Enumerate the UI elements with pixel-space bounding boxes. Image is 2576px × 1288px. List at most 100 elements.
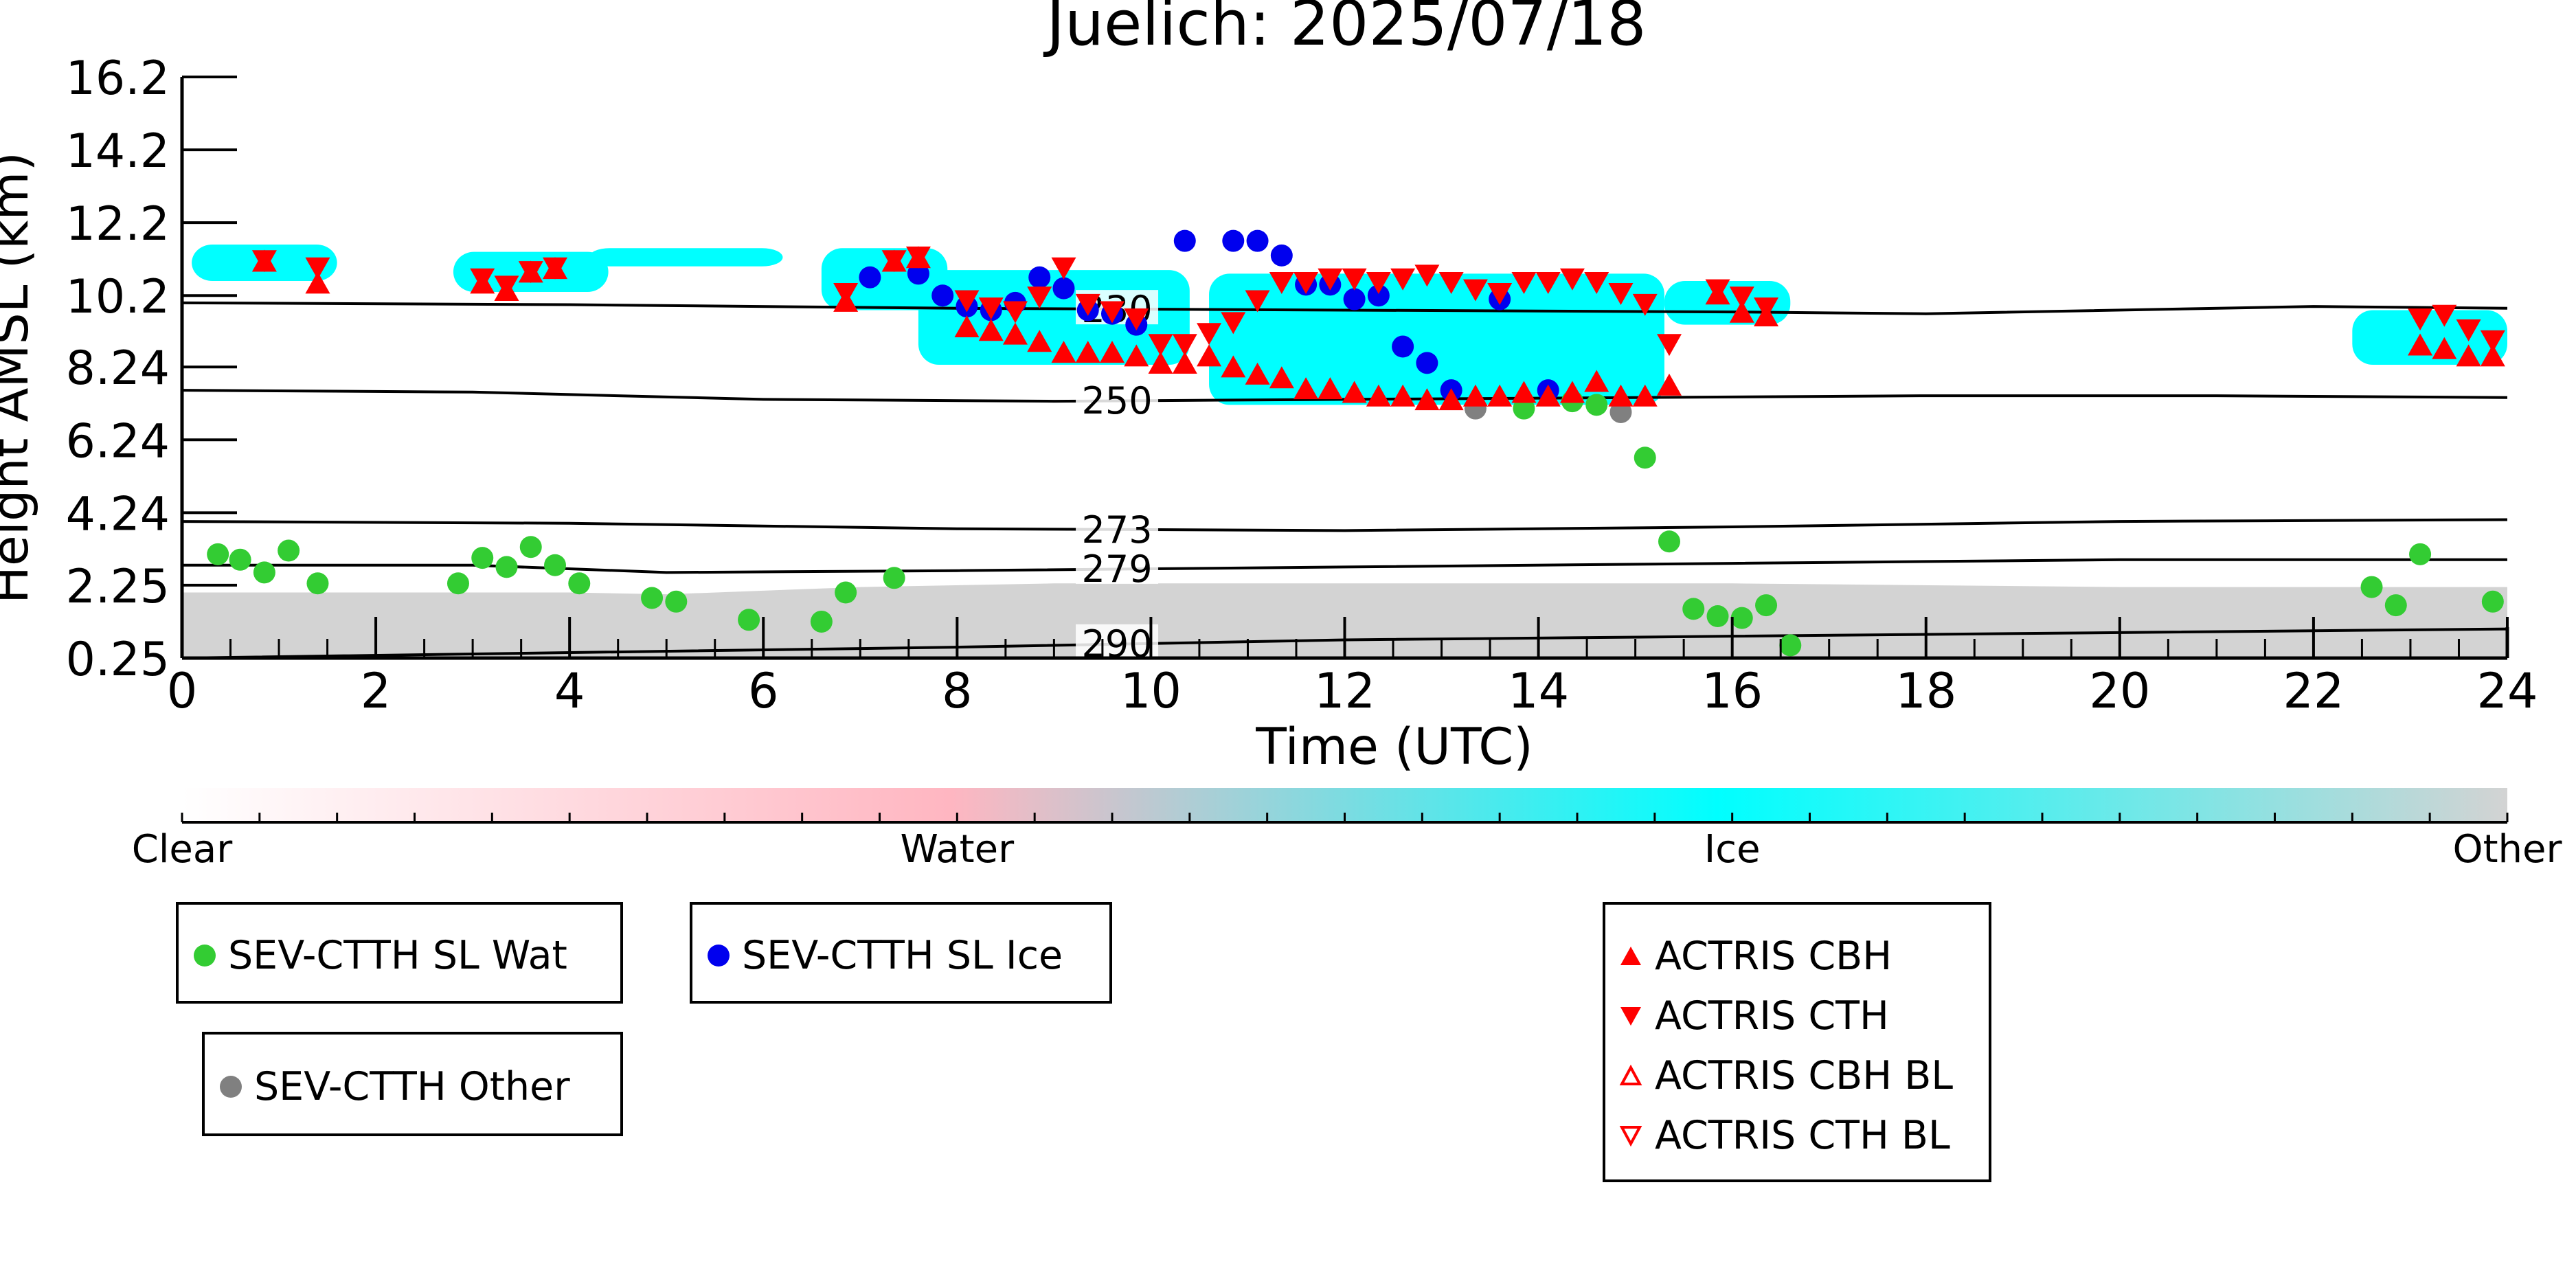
data-point xyxy=(1222,229,1245,252)
data-point xyxy=(1729,300,1754,323)
x-tick-label: 22 xyxy=(2283,663,2344,719)
data-point xyxy=(1269,272,1294,295)
legend-label: ACTRIS CTH BL xyxy=(1655,1113,1950,1158)
data-point xyxy=(1658,530,1680,553)
contour-label: 273 xyxy=(1082,508,1153,552)
x-tick-label: 16 xyxy=(1702,663,1763,719)
y-axis-label: Height AMSL (km) xyxy=(0,152,40,604)
data-point xyxy=(1585,394,1608,416)
data-point xyxy=(1002,322,1028,345)
data-point xyxy=(1027,286,1052,309)
data-point xyxy=(1706,605,1729,628)
data-point xyxy=(253,561,275,584)
data-point xyxy=(1754,297,1779,320)
y-tick-label: 2.25 xyxy=(66,560,170,614)
ice-cloud-patch xyxy=(589,248,783,267)
data-point xyxy=(543,257,568,280)
blue-circle-icon xyxy=(708,945,730,967)
data-point xyxy=(1075,341,1100,363)
data-point xyxy=(1414,388,1440,411)
legend-label: SEV-CTTH SL Ice xyxy=(742,933,1063,978)
data-point xyxy=(1269,366,1294,389)
colorbar-label: Clear xyxy=(132,827,233,872)
legend-wat: SEV-CTTH SL Wat xyxy=(176,902,623,1004)
data-point xyxy=(2360,576,2383,598)
cloud-classification-background xyxy=(182,244,2507,658)
legend-actris: ACTRIS CBH ACTRIS CTH ACTRIS CBH BL ACTR… xyxy=(1603,902,1991,1182)
data-point xyxy=(1148,334,1173,357)
data-point xyxy=(2384,594,2407,617)
data-point xyxy=(1124,308,1149,331)
data-point xyxy=(1535,272,1561,295)
data-point xyxy=(2432,304,2457,327)
data-point xyxy=(1100,341,1125,363)
triangle-down-icon xyxy=(1620,1007,1641,1026)
data-point xyxy=(306,572,329,595)
data-point xyxy=(1002,301,1028,324)
contour-label: 250 xyxy=(1082,379,1153,422)
data-point xyxy=(1416,352,1438,374)
y-tick-label: 0.25 xyxy=(66,633,170,687)
data-point xyxy=(1366,272,1391,295)
chart-title: Juelich: 2025/07/18 xyxy=(1043,0,1646,60)
x-tick-label: 12 xyxy=(1314,663,1375,719)
data-point xyxy=(978,319,1004,341)
data-point xyxy=(2481,590,2504,613)
data-point xyxy=(931,284,954,307)
data-point xyxy=(1438,272,1464,295)
data-point xyxy=(1462,384,1488,407)
data-point xyxy=(833,282,859,305)
data-point xyxy=(447,572,469,595)
data-point xyxy=(954,290,980,313)
colorbar-label: Water xyxy=(901,827,1015,872)
x-tick-label: 14 xyxy=(1508,663,1569,719)
data-point xyxy=(1245,290,1270,313)
y-tick-label: 12.2 xyxy=(66,197,170,251)
data-point xyxy=(518,261,543,284)
data-point xyxy=(1028,266,1051,289)
ice-cloud-patch xyxy=(2352,310,2507,365)
grey-circle-icon xyxy=(220,1076,242,1098)
data-point xyxy=(2456,319,2481,341)
y-tick-label: 10.2 xyxy=(66,270,170,324)
data-point xyxy=(2432,337,2457,359)
data-point xyxy=(1705,279,1730,302)
data-point xyxy=(1173,229,1196,252)
data-point xyxy=(1075,293,1100,316)
colorbar-label: Ice xyxy=(1704,827,1761,872)
data-point xyxy=(1632,293,1658,316)
data-point xyxy=(1027,330,1052,352)
data-point xyxy=(2408,333,2433,356)
data-point xyxy=(1487,282,1513,305)
data-point xyxy=(1367,284,1390,307)
contour-label: 279 xyxy=(1082,547,1153,591)
data-point xyxy=(1487,384,1513,407)
data-point xyxy=(835,581,857,604)
data-point xyxy=(471,547,494,569)
data-point xyxy=(544,554,567,576)
data-point xyxy=(1656,334,1682,357)
data-point xyxy=(1559,381,1585,403)
contour-line xyxy=(181,301,2508,315)
data-point xyxy=(1172,334,1197,357)
triangle-up-open-icon xyxy=(1619,1064,1642,1085)
data-point xyxy=(1608,384,1634,407)
data-point xyxy=(1293,272,1319,295)
data-point xyxy=(1511,381,1537,403)
data-point xyxy=(1755,594,1778,617)
data-point xyxy=(519,536,542,558)
data-point xyxy=(1632,384,1658,407)
data-point xyxy=(738,609,760,631)
data-point xyxy=(1318,268,1343,291)
x-tick-label: 2 xyxy=(361,663,392,719)
legend-other: SEV-CTTH Other xyxy=(202,1032,623,1136)
legend-label: SEV-CTTH Other xyxy=(254,1064,570,1109)
data-point xyxy=(1197,344,1222,367)
data-point xyxy=(859,266,881,289)
data-point xyxy=(2409,543,2432,565)
data-point xyxy=(1438,388,1464,411)
x-tick-label: 0 xyxy=(167,663,198,719)
data-point xyxy=(883,567,905,589)
legend-label: ACTRIS CTH xyxy=(1655,993,1889,1039)
contour-label-bg xyxy=(1076,381,1159,416)
